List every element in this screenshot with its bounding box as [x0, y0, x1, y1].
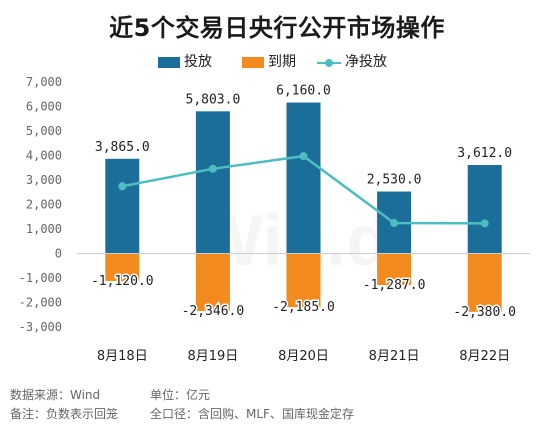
net-point [390, 219, 399, 228]
data-label-injection: 3,865.0 [95, 140, 150, 155]
legend-item-maturity: 到期 [242, 51, 296, 71]
bar-maturity [195, 253, 230, 311]
bar-maturity [467, 253, 502, 312]
legend-item-injection: 投放 [158, 51, 212, 71]
scope-note: 全口径：含回购、MLF、国库现金定存 [150, 407, 354, 421]
remark-note: 备注：负数表示回笼 [10, 407, 119, 421]
y-tick-label: 4,000 [26, 149, 62, 163]
data-label-injection: 2,530.0 [367, 173, 422, 188]
y-tick-label: 5,000 [26, 124, 62, 138]
x-tick-label: 8月18日 [97, 349, 148, 364]
notes-row-2: 备注：负数表示回笼 全口径：含回购、MLF、国库现金定存 [10, 405, 354, 424]
legend-label-injection: 投放 [184, 54, 212, 70]
data-label-maturity: -2,185.0 [272, 300, 335, 315]
x-tick-label: 8月19日 [187, 349, 238, 364]
net-point [480, 219, 489, 228]
legend-label-net: 净投放 [345, 54, 387, 70]
y-tick-label: 7,000 [26, 75, 62, 89]
y-tick-label: 6,000 [26, 100, 62, 114]
bar-injection [195, 111, 230, 254]
x-tick-label: 8月20日 [278, 349, 329, 364]
y-tick-label: 0 [55, 247, 62, 261]
x-tick-label: 8月21日 [369, 349, 420, 364]
y-tick-label: -2,000 [19, 296, 62, 310]
y-tick-label: 3,000 [26, 173, 62, 187]
chart-notes: 数据来源：Wind 单位：亿元 备注：负数表示回笼 全口径：含回购、MLF、国库… [10, 386, 354, 424]
unit-note: 单位：亿元 [150, 388, 211, 402]
data-label-maturity: -2,380.0 [453, 305, 516, 320]
net-point [118, 182, 127, 191]
bar-maturity [286, 253, 321, 308]
y-tick-label: 2,000 [26, 198, 62, 212]
legend-swatch-maturity [242, 56, 264, 68]
legend-item-net: 净投放 [317, 51, 387, 71]
data-label-maturity: -2,346.0 [182, 304, 245, 319]
data-label-maturity: -1,120.0 [91, 274, 154, 289]
legend-label-maturity: 到期 [268, 54, 296, 70]
legend-line-net [317, 57, 341, 68]
source-note: 数据来源：Wind [10, 388, 101, 402]
bar-injection [105, 158, 140, 254]
legend-swatch-injection [158, 56, 180, 68]
bar-injection [467, 165, 502, 254]
data-label-injection: 6,160.0 [276, 84, 331, 99]
y-tick-label: 1,000 [26, 222, 62, 236]
y-tick-label: -1,000 [19, 271, 62, 285]
y-tick-label: -3,000 [19, 320, 62, 334]
net-point [299, 152, 308, 161]
legend: 投放 到期 净投放 [0, 51, 554, 71]
x-tick-label: 8月22日 [459, 349, 510, 364]
bar-injection [286, 102, 321, 254]
data-label-maturity: -1,287.0 [363, 278, 426, 293]
data-label-injection: 5,803.0 [186, 92, 241, 107]
net-point [208, 164, 217, 173]
bar-maturity [105, 253, 140, 281]
bar-maturity [377, 253, 412, 286]
data-label-injection: 3,612.0 [457, 146, 512, 161]
notes-row-1: 数据来源：Wind 单位：亿元 [10, 386, 210, 405]
chart-title: 近5个交易日央行公开市场操作 [109, 14, 445, 42]
